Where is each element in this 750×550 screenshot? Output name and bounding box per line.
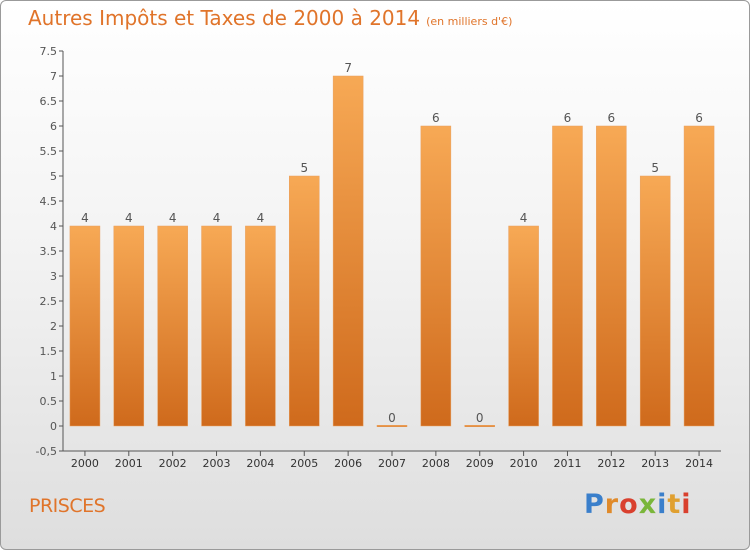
x-tick-label: 2008: [422, 457, 450, 470]
chart-title: Autres Impôts et Taxes de 2000 à 2014: [28, 6, 421, 30]
data-label: 5: [651, 161, 659, 175]
brand-letter: t: [667, 489, 682, 520]
y-tick-label: 6: [50, 120, 57, 133]
y-tick-label: 7.5: [40, 45, 58, 58]
bar-2014: [683, 125, 715, 427]
bar-2008: [420, 125, 452, 427]
bar-2012: [596, 125, 627, 427]
bar-2009: [464, 425, 495, 427]
data-label: 4: [125, 211, 133, 225]
brand-letter: i: [681, 489, 692, 520]
x-tick-label: 2014: [685, 457, 713, 470]
axes: -0,5 0 0.5 1 1.5 2 2.5 3 3.5 4 4.5 5 5.5 6 6.5 7 7.5 2000…: [36, 45, 721, 470]
data-label: 6: [432, 111, 440, 125]
bar-2011: [552, 125, 583, 427]
bar-2000: [69, 225, 101, 427]
data-label: 6: [695, 111, 703, 125]
y-tick-label: 1: [50, 370, 57, 383]
x-tick-label: 2001: [115, 457, 143, 470]
y-tick-label: 3: [50, 270, 57, 283]
data-label: 0: [388, 411, 396, 425]
bar-2003: [201, 225, 232, 427]
data-label: 4: [169, 211, 177, 225]
chart-subtitle: (en milliers d'€): [426, 15, 513, 28]
data-labels: 4 4 4 4 4 5 7 0 6 0 4 6 6 5 6: [81, 61, 703, 425]
y-tick-label: 4.5: [40, 195, 58, 208]
brand-letter: i: [657, 489, 668, 520]
x-tick-label: 2011: [553, 457, 581, 470]
bar-2002: [157, 225, 188, 427]
bar-2007: [376, 425, 408, 427]
x-tick-label: 2013: [641, 457, 669, 470]
x-tick-label: 2009: [466, 457, 494, 470]
y-tick-label: 7: [50, 70, 57, 83]
data-label: 7: [344, 61, 352, 75]
brand-letter: P: [584, 489, 605, 520]
bar-2004: [245, 225, 276, 427]
data-label: 4: [520, 211, 528, 225]
x-tick-label: 2006: [334, 457, 362, 470]
data-label: 4: [213, 211, 221, 225]
data-label: 6: [564, 111, 572, 125]
x-tick-label: 2007: [378, 457, 406, 470]
data-label: 4: [81, 211, 89, 225]
bar-2006: [332, 75, 364, 427]
data-label: 0: [476, 411, 484, 425]
y-tick-label: 0.5: [40, 395, 58, 408]
x-tick-label: 2012: [597, 457, 625, 470]
x-tick-label: 2005: [290, 457, 318, 470]
x-tick-label: 2000: [71, 457, 99, 470]
data-label: 6: [608, 111, 616, 125]
y-tick-label: 0: [50, 420, 57, 433]
y-tick-label: 5: [50, 170, 57, 183]
brand-letter: x: [638, 489, 658, 520]
y-tick-label: 6.5: [40, 95, 58, 108]
data-label: 5: [300, 161, 308, 175]
bar-2001: [113, 225, 145, 427]
x-tick-label: 2004: [246, 457, 274, 470]
x-tick-label: 2002: [159, 457, 187, 470]
brand-letter: r: [604, 489, 620, 520]
y-tick-label: 4: [50, 220, 57, 233]
brand-letter: o: [619, 489, 639, 520]
y-tick-label: 2.5: [40, 295, 58, 308]
title-row: Autres Impôts et Taxes de 2000 à 2014 (en…: [28, 6, 512, 30]
x-tick-label: 2003: [203, 457, 231, 470]
commune-name: PRISCES: [29, 495, 106, 517]
y-tick-label: -0,5: [36, 445, 57, 458]
bar-2010: [508, 225, 539, 427]
bars: [69, 75, 715, 427]
y-tick-label: 3.5: [40, 245, 58, 258]
bar-2013: [639, 175, 671, 427]
x-tick-label: 2010: [510, 457, 538, 470]
bar-2005: [289, 175, 320, 427]
y-tick-label: 1.5: [40, 345, 58, 358]
data-label: 4: [257, 211, 265, 225]
brand-logo: Proxiti: [584, 489, 692, 520]
y-tick-label: 2: [50, 320, 57, 333]
y-tick-label: 5.5: [40, 145, 58, 158]
